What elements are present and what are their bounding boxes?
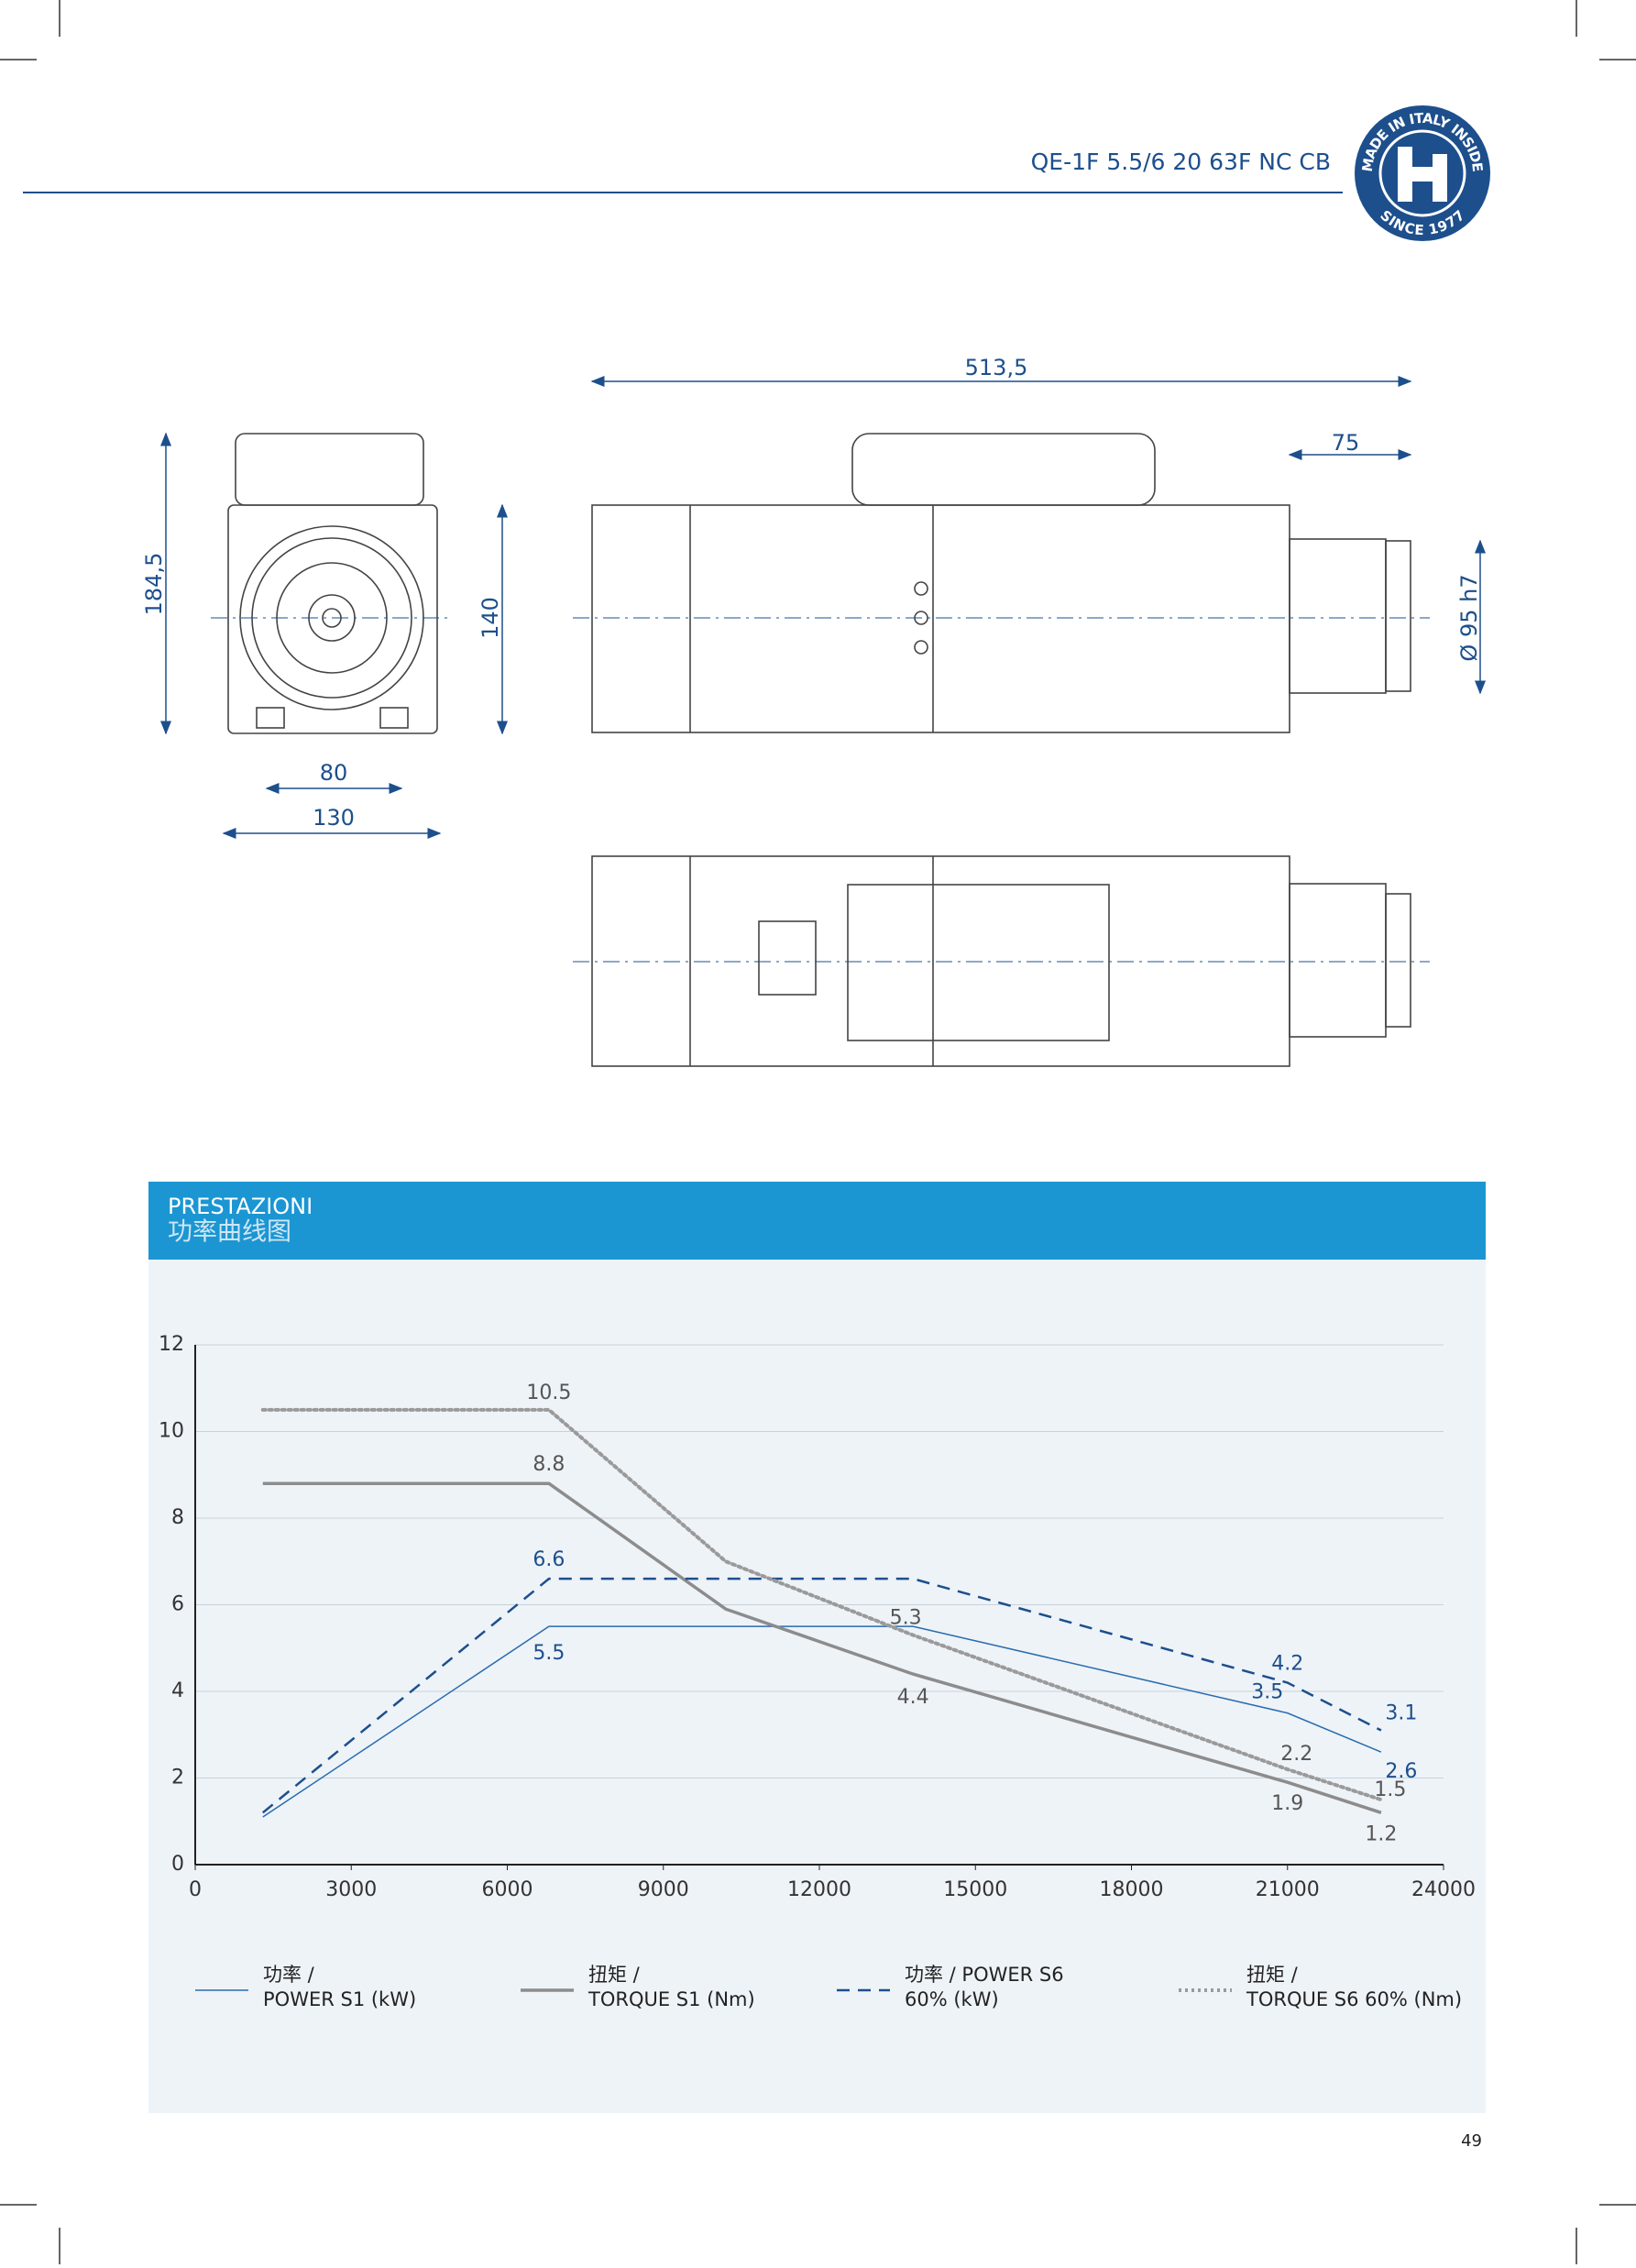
data-label: 4.4: [897, 1686, 929, 1709]
front-view: [227, 433, 438, 734]
series-line: [262, 1481, 1382, 1814]
dimension-label: 75: [1332, 430, 1360, 456]
data-label: 1.5: [1374, 1778, 1406, 1801]
x-tick-label: 9000: [638, 1878, 689, 1901]
data-label: 3.1: [1385, 1702, 1417, 1725]
y-tick-label: 6: [171, 1593, 184, 1616]
legend-label: 功率 / POWER S6 60% (kW): [905, 1964, 1064, 2010]
y-tick-label: 8: [171, 1506, 184, 1529]
y-tick-label: 10: [159, 1420, 184, 1443]
y-tick-label: 4: [171, 1679, 184, 1702]
dimension-lines: [160, 376, 1486, 839]
x-tick-label: 0: [189, 1878, 202, 1901]
data-label: 10.5: [526, 1382, 571, 1404]
x-tick-label: 6000: [482, 1878, 533, 1901]
y-tick-label: 0: [171, 1853, 184, 1876]
y-tick-label: 12: [159, 1333, 184, 1356]
chart: 0 2 4 6 8 10 12 0 3000 6000 9000 12000 15000 18000 210…: [159, 1333, 1476, 1992]
x-tick-label: 24000: [1411, 1878, 1476, 1901]
data-label: 3.5: [1251, 1681, 1283, 1704]
section-bar: [148, 1182, 1486, 1260]
data-label: 2.2: [1280, 1743, 1312, 1766]
logo: MADE IN ITALY INSIDE SINCE 1977: [1355, 105, 1490, 241]
dimension-label: 513,5: [965, 355, 1028, 380]
x-tick-label: 12000: [787, 1878, 851, 1901]
y-tick-label: 2: [171, 1767, 184, 1789]
data-label: 5.5: [533, 1642, 565, 1665]
data-label: 8.8: [533, 1453, 565, 1476]
data-label: 5.3: [890, 1607, 922, 1630]
data-label: 2.6: [1385, 1760, 1417, 1783]
data-label: 1.2: [1365, 1822, 1397, 1845]
dimension-label: 130: [313, 805, 355, 831]
legend-label: 功率 / POWER S1 (kW): [263, 1964, 417, 2010]
legend-label: 扭矩 / TORQUE S1 (Nm): [588, 1964, 755, 2010]
section-title: PRESTAZIONI: [168, 1194, 313, 1219]
data-label: 6.6: [533, 1548, 565, 1571]
dimension-label: 140: [478, 597, 503, 639]
legend-label: 扭矩 / TORQUE S6 60% (Nm): [1246, 1964, 1463, 2010]
header-title: QE-1F 5.5/6 20 63F NC CB: [1031, 149, 1331, 175]
data-label: 4.2: [1271, 1653, 1303, 1676]
dimension-label: 80: [320, 760, 348, 786]
dimension-label: 184,5: [141, 553, 167, 616]
series-line: [262, 1625, 1382, 1818]
x-tick-label: 21000: [1256, 1878, 1320, 1901]
x-tick-label: 3000: [325, 1878, 377, 1901]
dimension-label: Ø 95 h7: [1456, 574, 1482, 661]
page-number: 49: [1461, 2131, 1482, 2151]
series-line: [260, 1407, 1383, 1802]
chart-panel: [148, 1182, 1486, 2113]
side-view: [591, 433, 1411, 1067]
data-label: 1.9: [1271, 1792, 1303, 1815]
x-tick-label: 15000: [943, 1878, 1007, 1901]
section-subtitle: 功率曲线图: [168, 1218, 291, 1247]
x-tick-label: 18000: [1100, 1878, 1164, 1901]
